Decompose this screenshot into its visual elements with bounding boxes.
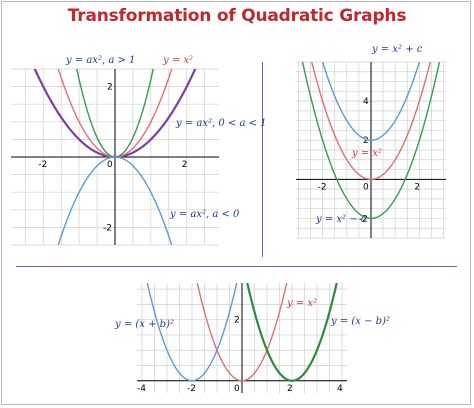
series-label: y = ax², 0 < a < 1	[176, 118, 267, 129]
series-label: y = x²	[352, 148, 383, 159]
series-label: y = x² + c	[372, 44, 423, 55]
y-tick-label: 2	[107, 83, 113, 93]
series-label: y = (x + b)²	[115, 319, 174, 330]
x-tick-label: 0	[363, 182, 369, 192]
chart-vertical-shift: -2 0 2 4 2 -2	[296, 61, 446, 239]
x-tick-label: -2	[187, 384, 196, 394]
vertical-divider	[262, 62, 263, 257]
x-tick-label: -2	[318, 182, 327, 192]
page-title: Transformation of Quadratic Graphs	[67, 6, 407, 26]
x-tick-label: 0	[107, 160, 113, 170]
x-tick-label: 0	[234, 384, 240, 394]
series-label: y = ax², a > 1	[66, 55, 136, 66]
horizontal-divider	[16, 266, 457, 267]
series-label: y = x²	[163, 55, 194, 66]
series-label: y = (x − b)²	[331, 316, 390, 327]
series-label: y = x²	[287, 298, 318, 309]
x-tick-label: 2	[414, 182, 420, 192]
chart-horizontal-shift: -4 -2 0 2 4 2	[137, 283, 347, 394]
y-tick-label: 2	[234, 316, 240, 326]
y-tick-label: -2	[359, 214, 368, 224]
series-label: y = ax², a < 0	[170, 209, 240, 220]
series-label: y = x² − c	[316, 214, 367, 225]
y-tick-label: -2	[103, 223, 112, 233]
x-tick-label: 2	[182, 160, 188, 170]
series-line	[146, 283, 238, 382]
x-tick-label: 4	[337, 384, 343, 394]
chart-stretch: -2 0 2 2 -2	[11, 68, 219, 246]
y-tick-label: 4	[363, 97, 369, 107]
x-tick-label: 2	[287, 384, 293, 394]
x-tick-label: -2	[38, 160, 47, 170]
y-tick-label: 2	[363, 136, 369, 146]
series-line	[246, 283, 338, 382]
x-tick-label: -4	[137, 384, 146, 394]
